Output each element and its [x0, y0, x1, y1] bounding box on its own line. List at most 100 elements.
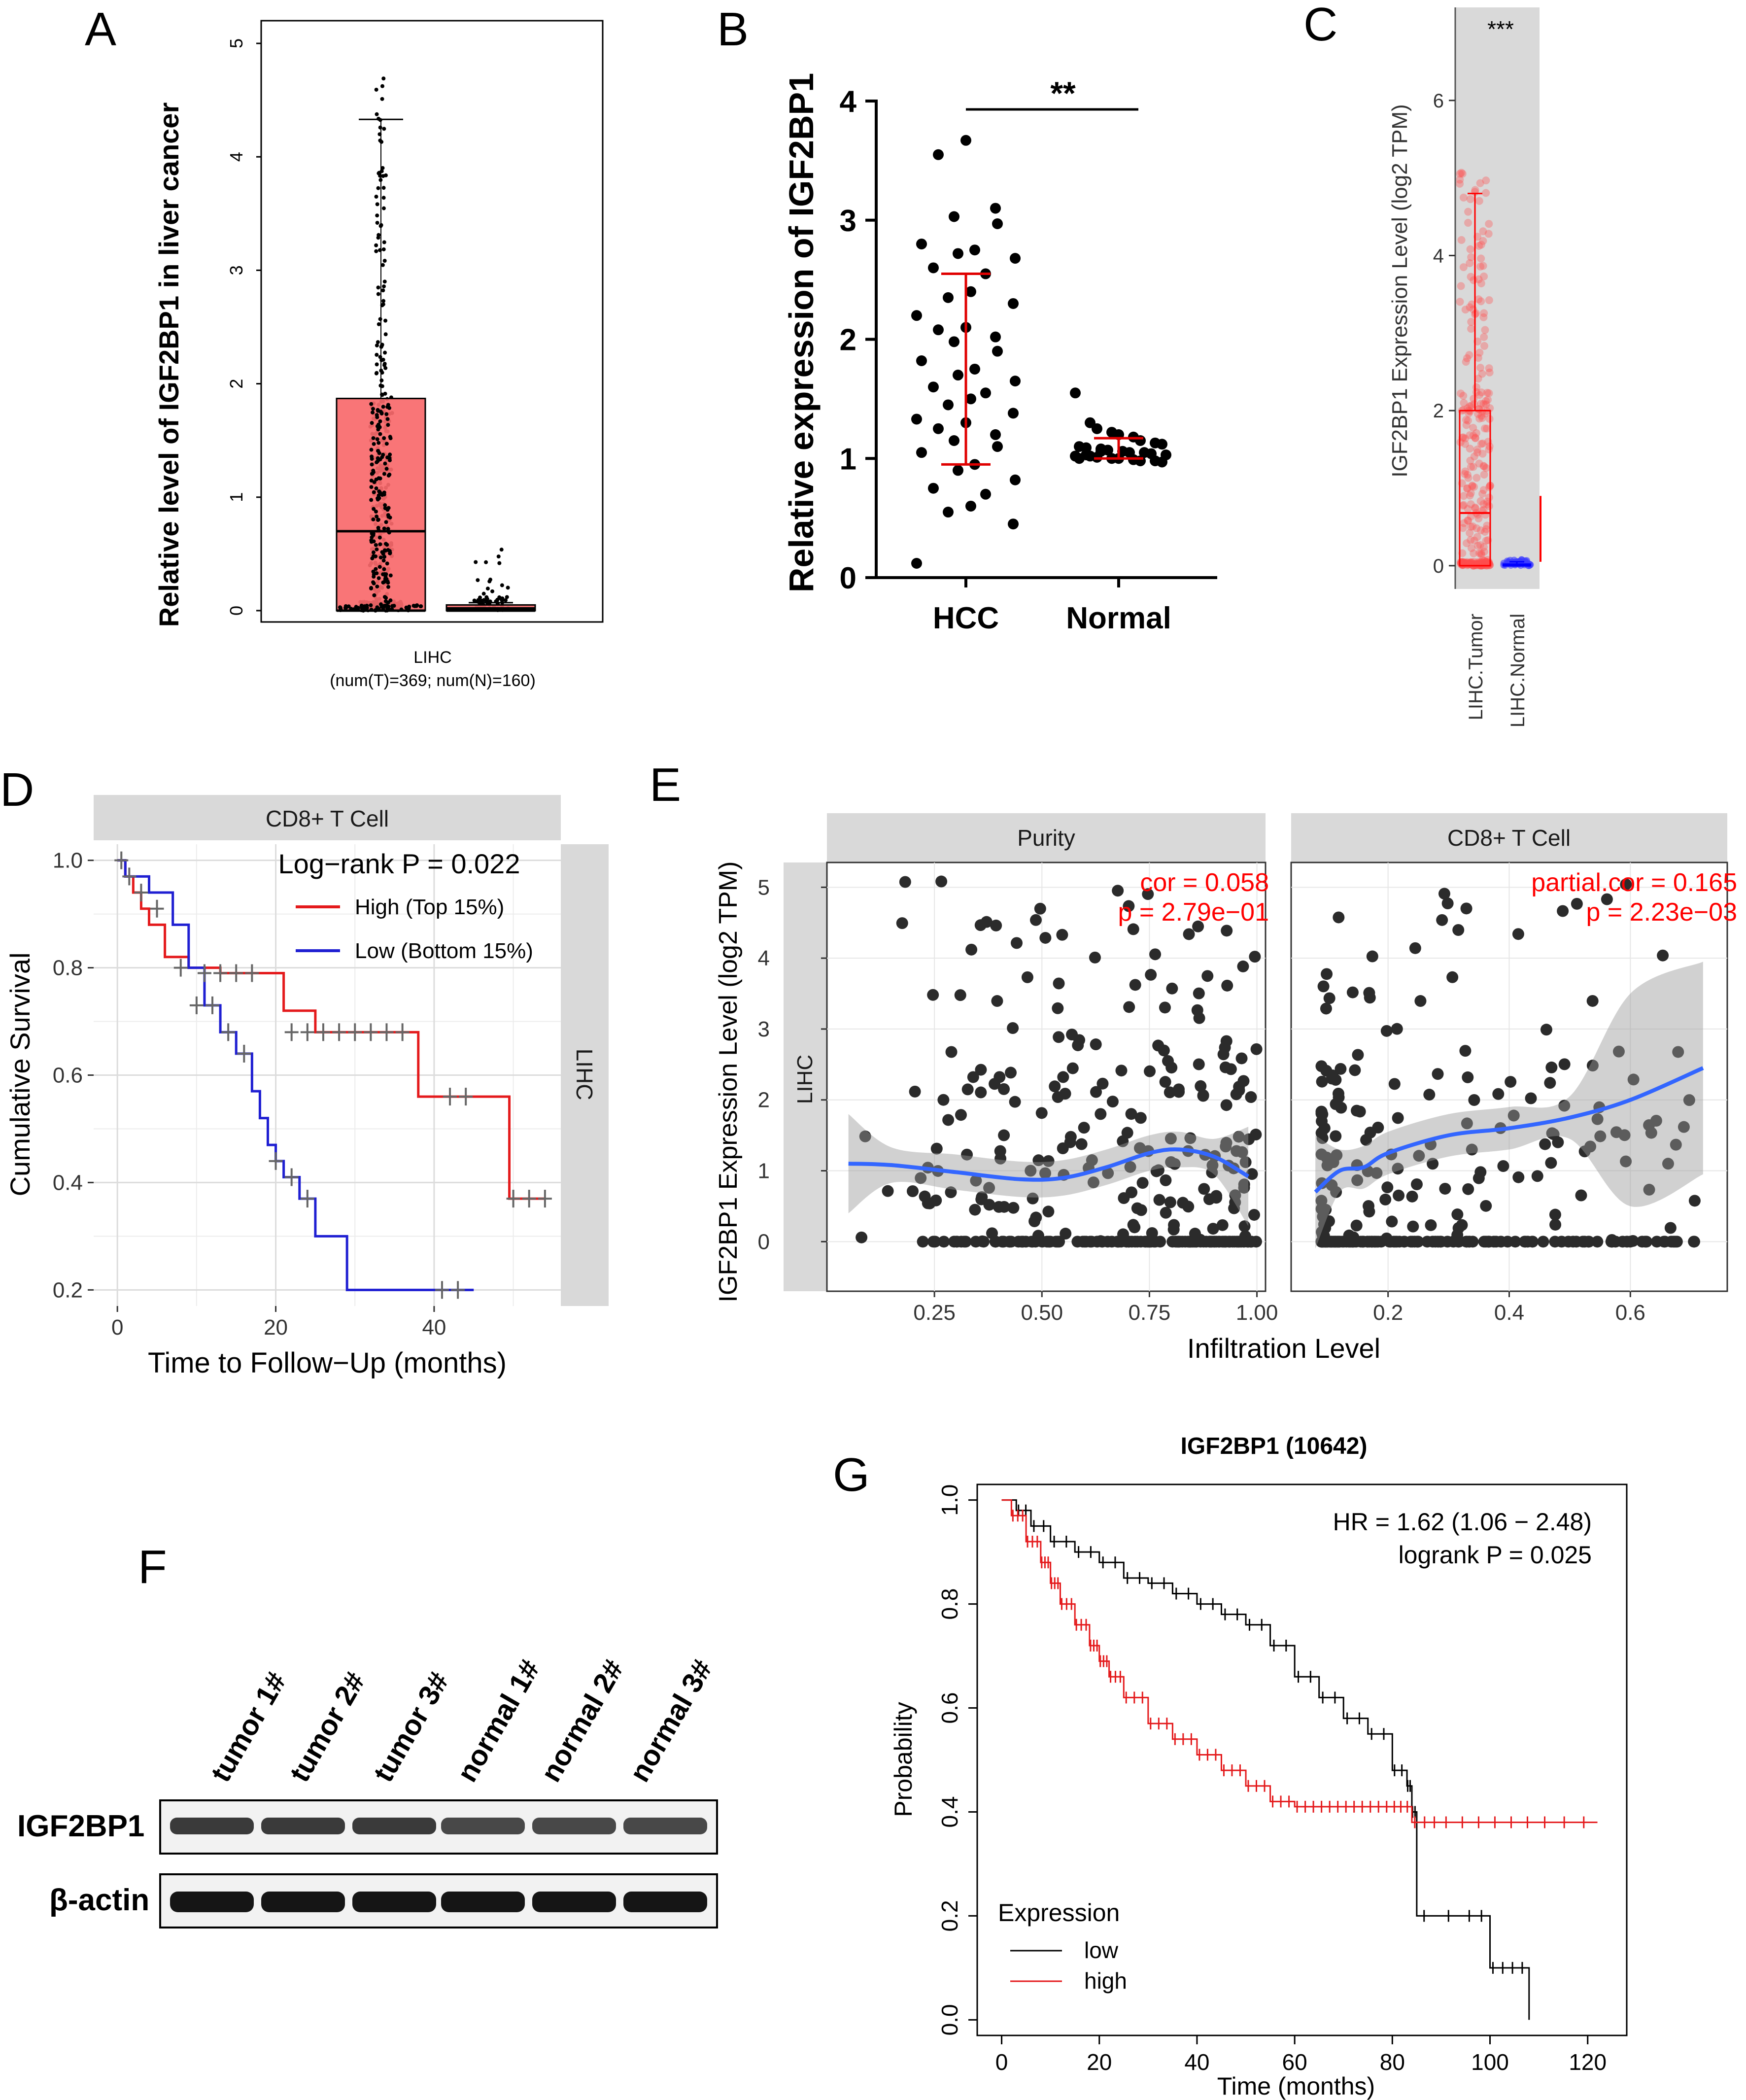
panel-e-x-tick-label: 0.4 — [1494, 1301, 1524, 1325]
panel-e-point — [1011, 937, 1023, 949]
panel-a-tumor-point — [386, 585, 390, 589]
panel-e-point — [938, 1236, 950, 1248]
panel-c-tumor-point — [1477, 558, 1486, 566]
panel-e-point — [1363, 987, 1375, 999]
panel-letter-d: D — [0, 763, 34, 816]
panel-e-point — [930, 1142, 943, 1155]
panel-letter-g: G — [833, 1448, 870, 1501]
panel-c-tumor-point — [1480, 272, 1488, 280]
panel-a-normal-point — [487, 579, 492, 584]
panel-a-tumor-point — [375, 362, 379, 367]
panel-c-tumor-point — [1483, 521, 1491, 530]
panel-a-tumor-point — [375, 371, 379, 375]
panel-a-tumor-point — [381, 206, 386, 210]
panel-d-y-tick-label: 0.6 — [53, 1064, 83, 1088]
panel-c-tumor-point — [1483, 500, 1491, 509]
panel-e-point — [1393, 1189, 1405, 1202]
panel-a-tumor-point — [383, 332, 388, 337]
panel-e-point — [983, 1182, 995, 1194]
panel-a-tumor-point — [370, 421, 374, 425]
panel-c-tumor-point — [1457, 282, 1465, 290]
panel-a-tumor-point — [377, 441, 381, 445]
panel-d-y-tick-label: 1.0 — [53, 849, 83, 873]
panel-f-band-actin — [170, 1892, 254, 1912]
panel-f-band-igf2bp1 — [170, 1818, 254, 1834]
panel-a-normal-point — [496, 554, 501, 559]
panel-e-point — [965, 943, 978, 956]
panel-e-point — [1512, 1171, 1525, 1183]
panel-b-hcc-point — [965, 286, 976, 297]
panel-b-hcc-point — [980, 488, 991, 500]
panel-g-x-tick-label: 40 — [1184, 2049, 1209, 2075]
panel-e-point — [1073, 1034, 1086, 1046]
panel-e-point — [1164, 1133, 1177, 1145]
panel-c-tumor-point — [1467, 325, 1475, 333]
panel-e-point — [1671, 1236, 1683, 1248]
panel-b-hcc-point — [969, 244, 980, 256]
panel-e-point — [1618, 1129, 1631, 1141]
panel-c-tumor-point — [1479, 500, 1488, 508]
panel-c-tumor-point — [1472, 560, 1480, 569]
panel-a-tumor-point — [378, 125, 382, 130]
panel-g-x-tick-label: 80 — [1380, 2049, 1405, 2075]
panel-a-tumor-point — [382, 279, 387, 284]
panel-e-point — [1152, 1164, 1164, 1176]
panel-e-point — [1133, 1142, 1146, 1154]
panel-a-tumor-point — [381, 186, 386, 190]
panel-a-tumor-point — [369, 498, 374, 502]
panel-b-axes: 0 1 2 3 4 — [840, 85, 1217, 595]
panel-a-tumor-point — [374, 567, 378, 571]
panel-a-tumor-point — [378, 432, 382, 436]
panel-e-point — [1102, 1167, 1114, 1179]
panel-a-tumor-point — [386, 515, 391, 519]
panel-b-y-tick-label: 0 — [840, 561, 856, 595]
panel-a-tumor-point — [375, 515, 379, 519]
panel-e-y-tick-label: 3 — [758, 1017, 770, 1041]
panel-c-tumor-point — [1467, 318, 1475, 326]
panel-e-point — [990, 1236, 1002, 1248]
panel-a-x-label: LIHC — [413, 648, 451, 667]
panel-e-point — [1466, 1143, 1478, 1156]
panel-e-point — [859, 1130, 871, 1142]
panel-e-point — [975, 1086, 987, 1099]
panel-a-normal-point — [503, 598, 508, 602]
panel-b-hcc-point — [1008, 298, 1019, 309]
panel-e-point — [1606, 1236, 1618, 1248]
panel-e-point — [1683, 1094, 1695, 1106]
panel-e-point — [1035, 1107, 1048, 1119]
panel-e-point — [1221, 979, 1233, 992]
panel-g-y-tick-label: 0.6 — [937, 1692, 962, 1724]
panel-e-point — [1586, 995, 1599, 1007]
panel-e-point — [1225, 1063, 1237, 1075]
panel-e-point — [1236, 1146, 1248, 1158]
panel-d-y-label: Cumulative Survival — [4, 953, 35, 1197]
panel-e-point — [1165, 1062, 1178, 1074]
panel-e-y-tick-label: 0 — [758, 1230, 770, 1254]
panel-c-tumor-point — [1474, 514, 1483, 522]
panel-b-hcc-point — [1010, 376, 1021, 387]
panel-a-tumor-point — [387, 530, 391, 535]
panel-e-point — [1195, 1080, 1207, 1092]
panel-b-hcc-point — [911, 413, 922, 425]
panel-a-tumor-point — [382, 526, 386, 531]
panel-b-normal-point — [1157, 439, 1167, 450]
panel-e-point — [1160, 1206, 1172, 1219]
panel-g-y-tick-label: 0.0 — [937, 2004, 962, 2035]
panel-e-point — [935, 875, 948, 888]
panel-c-tumor-point — [1464, 207, 1472, 216]
panel-a-tumor-point — [381, 284, 386, 289]
panel-e-point — [1317, 980, 1330, 993]
panel-e-point — [1244, 1236, 1257, 1248]
panel-c-tumor-point — [1471, 434, 1479, 442]
panel-a-tumor-point — [383, 542, 388, 546]
panel-e-point — [1192, 920, 1204, 932]
panel-c-tumor-point — [1479, 462, 1488, 470]
panel-c-tumor-point — [1476, 497, 1485, 505]
panel-e-x-tick-label: 0.2 — [1373, 1301, 1403, 1325]
panel-e-point — [1659, 1236, 1671, 1248]
panel-b-hcc-point — [916, 355, 927, 367]
panel-e-point — [1053, 977, 1065, 990]
panel-b-category-normal: Normal — [1066, 601, 1171, 635]
panel-g-logrank: logrank P = 0.025 — [1399, 1541, 1592, 1569]
panel-g-x-tick-label: 20 — [1087, 2049, 1112, 2075]
